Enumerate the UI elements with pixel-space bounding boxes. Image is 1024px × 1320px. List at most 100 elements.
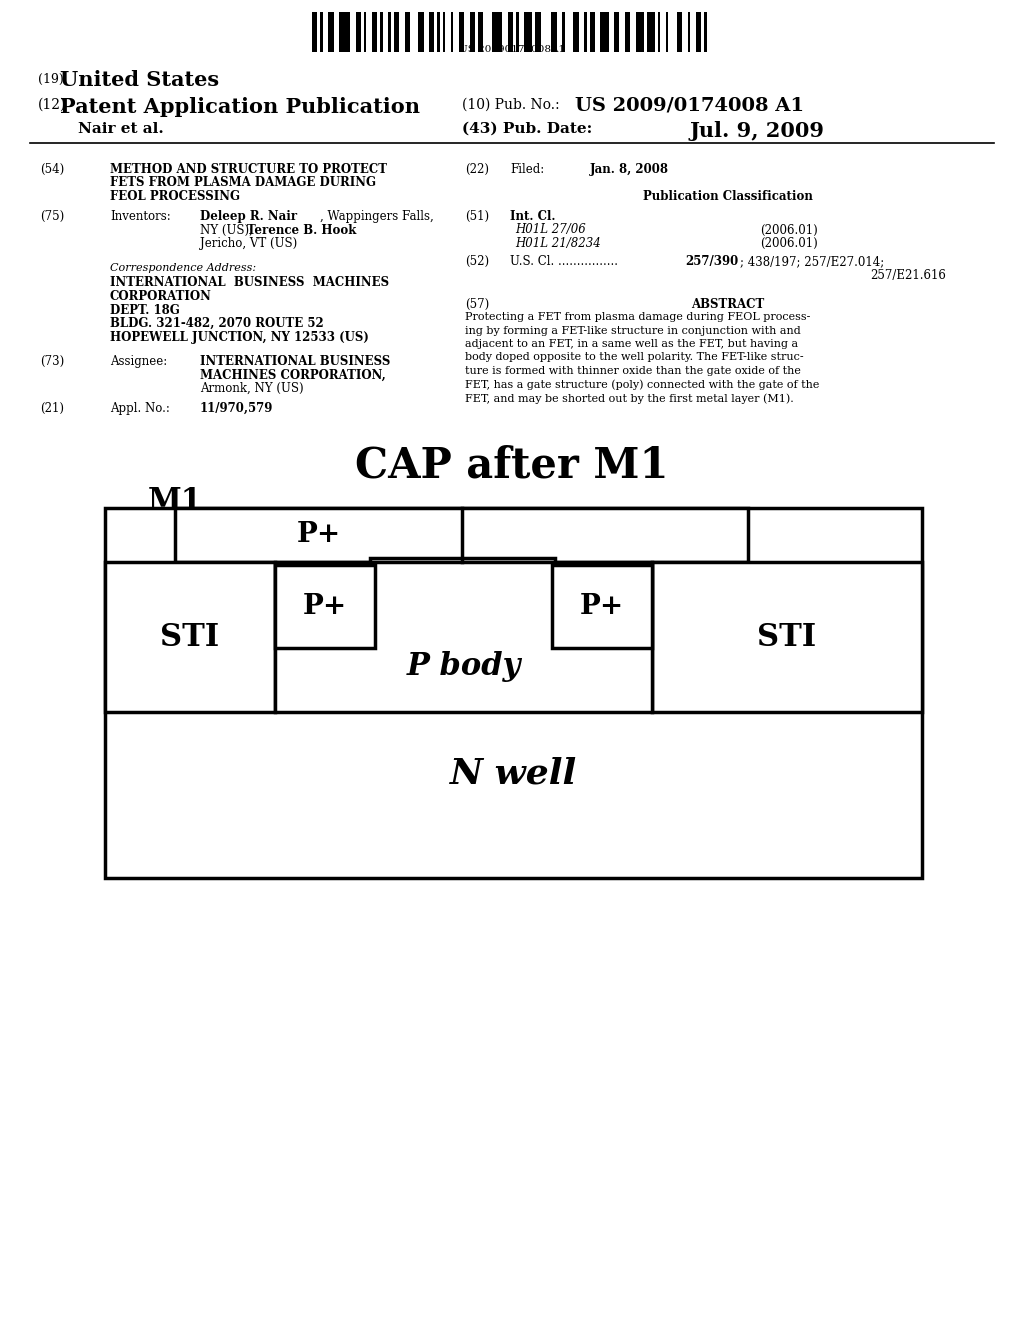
- Text: Appl. No.:: Appl. No.:: [110, 403, 170, 414]
- Bar: [677, 12, 682, 51]
- Text: ABSTRACT: ABSTRACT: [691, 298, 765, 312]
- Bar: [418, 12, 424, 51]
- Text: US 2009/0174008 A1: US 2009/0174008 A1: [575, 96, 804, 115]
- Text: (10) Pub. No.:: (10) Pub. No.:: [462, 98, 560, 112]
- Bar: [370, 558, 555, 583]
- Bar: [652, 562, 922, 711]
- Text: Filed:: Filed:: [510, 162, 544, 176]
- Text: ing by forming a FET-like structure in conjunction with and: ing by forming a FET-like structure in c…: [465, 326, 801, 335]
- Text: Nair et al.: Nair et al.: [78, 121, 164, 136]
- Bar: [105, 508, 922, 878]
- Text: FEOL PROCESSING: FEOL PROCESSING: [110, 190, 240, 203]
- Bar: [695, 12, 701, 51]
- Bar: [657, 12, 660, 51]
- Text: (54): (54): [40, 162, 65, 176]
- Text: P body: P body: [407, 652, 520, 682]
- Bar: [562, 12, 565, 51]
- Bar: [516, 12, 519, 51]
- Text: (22): (22): [465, 162, 489, 176]
- Text: STI: STI: [161, 622, 219, 652]
- Text: (73): (73): [40, 355, 65, 368]
- Bar: [600, 12, 608, 51]
- Bar: [536, 12, 541, 51]
- Text: (21): (21): [40, 403, 63, 414]
- Text: DEPT. 18G: DEPT. 18G: [110, 304, 180, 317]
- Text: P+: P+: [296, 521, 341, 549]
- Bar: [321, 12, 323, 51]
- Bar: [312, 12, 317, 51]
- Bar: [451, 12, 454, 51]
- Text: STI: STI: [758, 622, 816, 652]
- Bar: [437, 12, 440, 51]
- Text: MACHINES CORPORATION,: MACHINES CORPORATION,: [200, 368, 386, 381]
- Text: Int. Cl.: Int. Cl.: [510, 210, 555, 223]
- Text: Correspondence Address:: Correspondence Address:: [110, 263, 256, 273]
- Text: P+: P+: [580, 593, 624, 620]
- Bar: [470, 12, 475, 51]
- Bar: [666, 12, 669, 51]
- Bar: [647, 12, 655, 51]
- Text: M1: M1: [148, 486, 203, 517]
- Bar: [404, 12, 410, 51]
- Bar: [552, 12, 557, 51]
- Text: N well: N well: [450, 756, 578, 789]
- Bar: [459, 12, 464, 51]
- Text: 257/E21.616: 257/E21.616: [870, 268, 946, 281]
- Bar: [355, 12, 361, 51]
- Text: METHOD AND STRUCTURE TO PROTECT: METHOD AND STRUCTURE TO PROTECT: [110, 162, 387, 176]
- Bar: [625, 12, 631, 51]
- Text: Jan. 8, 2008: Jan. 8, 2008: [590, 162, 669, 176]
- Text: Jul. 9, 2009: Jul. 9, 2009: [690, 121, 825, 141]
- Text: body doped opposite to the well polarity. The FET-like struc-: body doped opposite to the well polarity…: [465, 352, 804, 363]
- Bar: [175, 508, 748, 562]
- Bar: [590, 12, 595, 51]
- Bar: [687, 12, 690, 51]
- Bar: [636, 12, 644, 51]
- Text: HOPEWELL JUNCTION, NY 12533 (US): HOPEWELL JUNCTION, NY 12533 (US): [110, 330, 369, 343]
- Bar: [275, 565, 375, 648]
- Bar: [584, 12, 587, 51]
- Text: ture is formed with thinner oxide than the gate oxide of the: ture is formed with thinner oxide than t…: [465, 366, 801, 376]
- Text: Armonk, NY (US): Armonk, NY (US): [200, 381, 304, 395]
- Text: FET, has a gate structure (poly) connected with the gate of the: FET, has a gate structure (poly) connect…: [465, 380, 819, 391]
- Bar: [329, 12, 334, 51]
- Bar: [508, 12, 513, 51]
- Text: FET, and may be shorted out by the first metal layer (M1).: FET, and may be shorted out by the first…: [465, 393, 794, 404]
- Text: (75): (75): [40, 210, 65, 223]
- Text: (19): (19): [38, 73, 63, 86]
- Text: Deleep R. Nair: Deleep R. Nair: [200, 210, 297, 223]
- Text: ; 438/197; 257/E27.014;: ; 438/197; 257/E27.014;: [740, 255, 885, 268]
- Text: (2006.01): (2006.01): [760, 238, 818, 249]
- Bar: [442, 12, 445, 51]
- Text: INTERNATIONAL  BUSINESS  MACHINES: INTERNATIONAL BUSINESS MACHINES: [110, 276, 389, 289]
- Bar: [372, 12, 377, 51]
- Text: Patent Application Publication: Patent Application Publication: [60, 96, 420, 117]
- Text: CORPORATION: CORPORATION: [110, 290, 212, 304]
- Text: (12): (12): [38, 98, 67, 112]
- Text: Terence B. Hook: Terence B. Hook: [247, 223, 356, 236]
- Text: Protecting a FET from plasma damage during FEOL process-: Protecting a FET from plasma damage duri…: [465, 312, 810, 322]
- Text: adjacent to an FET, in a same well as the FET, but having a: adjacent to an FET, in a same well as th…: [465, 339, 798, 348]
- Bar: [614, 12, 620, 51]
- Text: United States: United States: [60, 70, 219, 90]
- Text: BLDG. 321-482, 2070 ROUTE 52: BLDG. 321-482, 2070 ROUTE 52: [110, 317, 324, 330]
- Bar: [275, 562, 652, 711]
- Bar: [478, 12, 483, 51]
- Bar: [339, 12, 350, 51]
- Text: H01L 21/8234: H01L 21/8234: [515, 238, 601, 249]
- Text: 11/970,579: 11/970,579: [200, 403, 273, 414]
- Text: Jericho, VT (US): Jericho, VT (US): [200, 238, 297, 249]
- Text: INTERNATIONAL BUSINESS: INTERNATIONAL BUSINESS: [200, 355, 390, 368]
- Bar: [703, 12, 707, 51]
- Text: (43) Pub. Date:: (43) Pub. Date:: [462, 121, 592, 136]
- Bar: [552, 565, 652, 648]
- Bar: [573, 12, 579, 51]
- Bar: [393, 12, 399, 51]
- Text: 257/390: 257/390: [685, 255, 738, 268]
- Text: (57): (57): [465, 298, 489, 312]
- Text: FETS FROM PLASMA DAMAGE DURING: FETS FROM PLASMA DAMAGE DURING: [110, 177, 376, 190]
- Text: H01L 27/06: H01L 27/06: [515, 223, 586, 236]
- Text: (52): (52): [465, 255, 489, 268]
- Text: U.S. Cl. ................: U.S. Cl. ................: [510, 255, 618, 268]
- Bar: [388, 12, 391, 51]
